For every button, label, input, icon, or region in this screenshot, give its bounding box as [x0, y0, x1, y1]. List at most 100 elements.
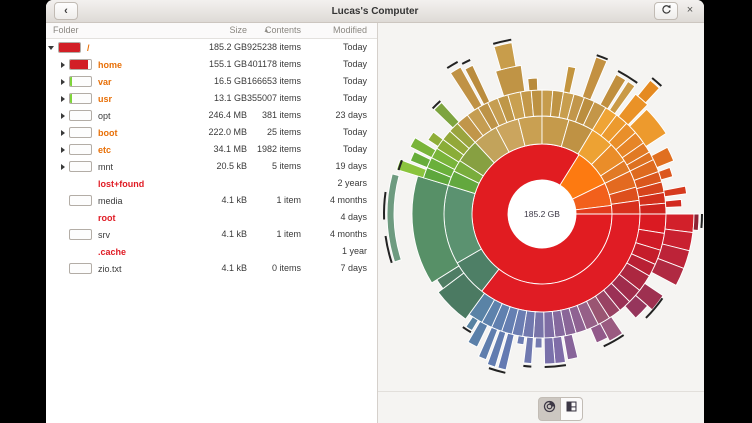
ring-segment[interactable] — [465, 316, 479, 332]
ring-segment[interactable] — [433, 101, 460, 129]
ring-segment[interactable] — [534, 337, 543, 349]
table-row[interactable]: mnt 20.5 kB 5 items 19 days — [46, 158, 377, 175]
ring-segment[interactable] — [409, 151, 432, 169]
folder-name: srv — [98, 229, 110, 240]
contents-cell: 25 items — [266, 127, 301, 137]
table-row[interactable]: lost+found 2 years — [46, 175, 377, 192]
table-row[interactable]: boot 222.0 MB 25 items Today — [46, 124, 377, 141]
ring-segment[interactable] — [650, 146, 675, 169]
ring-segment[interactable] — [497, 332, 515, 371]
modified-cell: 4 months — [329, 229, 367, 239]
sort-ascending-icon[interactable]: ▴ — [264, 27, 268, 34]
table-row[interactable]: / 185.2 GB 925238 items Today — [46, 39, 377, 56]
expander-icon[interactable] — [59, 112, 67, 120]
folder-name: root — [98, 212, 116, 223]
contents-cell: 5 items — [271, 161, 301, 171]
column-contents[interactable]: Contents — [264, 25, 301, 35]
column-modified[interactable]: Modified — [332, 25, 367, 35]
folder-name: / — [87, 42, 90, 53]
column-folder[interactable]: Folder — [53, 25, 79, 35]
ring-segment[interactable] — [629, 108, 667, 148]
ring-segment[interactable] — [692, 213, 700, 231]
ring-segment[interactable] — [493, 42, 517, 71]
ring-segment[interactable] — [523, 336, 534, 365]
ring-segment[interactable] — [589, 322, 609, 344]
ring-segment[interactable] — [563, 65, 577, 94]
segment-tip-dash — [384, 235, 393, 264]
modified-cell: 1 year — [341, 246, 367, 256]
ring-segment[interactable] — [599, 73, 627, 110]
modified-cell: 4 months — [329, 195, 367, 205]
table-row[interactable]: home 155.1 GB 401178 items Today — [46, 56, 377, 73]
folder-list-pane: Folder Size ▴ Contents Modified / 185.2 G… — [46, 23, 378, 423]
expander-icon[interactable] — [59, 95, 67, 103]
table-row[interactable]: root 4 days — [46, 209, 377, 226]
table-row[interactable]: media 4.1 kB 1 item 4 months — [46, 192, 377, 209]
column-size[interactable]: Size — [229, 25, 247, 35]
size-cell: 16.5 GB — [213, 76, 247, 86]
table-row[interactable]: usr 13.1 GB 355007 items Today — [46, 90, 377, 107]
usage-bar-icon — [69, 263, 92, 274]
back-button[interactable]: ‹ — [54, 2, 78, 20]
usage-bar-icon — [69, 127, 92, 138]
ring-segment[interactable] — [581, 56, 608, 101]
folder-name: .cache — [98, 246, 127, 257]
rings-chart-button[interactable] — [538, 397, 561, 421]
ring-segment[interactable] — [396, 158, 427, 179]
modified-cell: 23 days — [335, 110, 367, 120]
folder-name: media — [98, 195, 123, 206]
folder-name: usr — [98, 93, 113, 104]
table-row[interactable]: var 16.5 GB 166653 items Today — [46, 73, 377, 90]
size-cell: 185.2 GB — [208, 42, 247, 52]
ring-segment[interactable] — [386, 173, 402, 263]
ring-segment[interactable] — [464, 64, 491, 106]
headerbar: ‹ Lucas's Computer × — [46, 0, 704, 23]
ring-segment[interactable] — [467, 320, 489, 348]
ring-segment[interactable] — [650, 257, 685, 286]
treemap-chart-button[interactable] — [561, 397, 583, 421]
rings-chart[interactable]: 185.2 GB — [378, 23, 704, 391]
ring-segment[interactable] — [516, 335, 526, 346]
expander-icon[interactable] — [59, 129, 67, 137]
contents-cell: 1 item — [276, 229, 301, 239]
ring-segment[interactable] — [495, 64, 526, 97]
table-row[interactable]: zio.txt 4.1 kB 0 items 7 days — [46, 260, 377, 277]
ring-segment[interactable] — [563, 333, 579, 361]
ring-segment[interactable] — [657, 166, 674, 181]
ring-segment[interactable] — [409, 137, 437, 159]
table-row[interactable]: .cache 1 year — [46, 243, 377, 260]
ring-segment[interactable] — [663, 185, 688, 198]
modified-cell: Today — [342, 42, 367, 52]
ring-segment[interactable] — [639, 202, 667, 215]
close-button[interactable]: × — [686, 4, 694, 16]
expander-icon[interactable] — [59, 78, 67, 86]
ring-segment[interactable] — [664, 198, 683, 208]
reload-button[interactable] — [654, 2, 678, 20]
ring-segment[interactable] — [608, 80, 636, 115]
ring-segment[interactable] — [477, 326, 499, 361]
segment-tip-dash — [617, 70, 638, 84]
ring-segment[interactable] — [427, 131, 444, 148]
table-row[interactable]: srv 4.1 kB 1 item 4 months — [46, 226, 377, 243]
modified-cell: 19 days — [335, 161, 367, 171]
ring-segment[interactable] — [486, 329, 507, 368]
ring-segment[interactable] — [527, 77, 539, 92]
view-toggle-group — [538, 397, 583, 421]
table-row[interactable]: etc 34.1 MB 1982 items Today — [46, 141, 377, 158]
expander-icon[interactable] — [59, 163, 67, 171]
ring-segment[interactable] — [530, 89, 543, 117]
expander-icon[interactable] — [59, 61, 67, 69]
expander-icon[interactable] — [59, 146, 67, 154]
expander-icon[interactable] — [48, 44, 56, 52]
table-row[interactable]: opt 246.4 MB 381 items 23 days — [46, 107, 377, 124]
usage-bar-icon — [69, 229, 92, 240]
ring-segment[interactable] — [543, 337, 556, 365]
size-cell: 34.1 MB — [213, 144, 247, 154]
ring-segment[interactable] — [449, 66, 483, 111]
main-area: Folder Size ▴ Contents Modified / 185.2 G… — [46, 23, 704, 423]
ring-segment[interactable] — [637, 79, 660, 104]
size-cell: 246.4 MB — [208, 110, 247, 120]
folder-name: lost+found — [98, 178, 145, 189]
ring-segment[interactable] — [624, 294, 649, 319]
